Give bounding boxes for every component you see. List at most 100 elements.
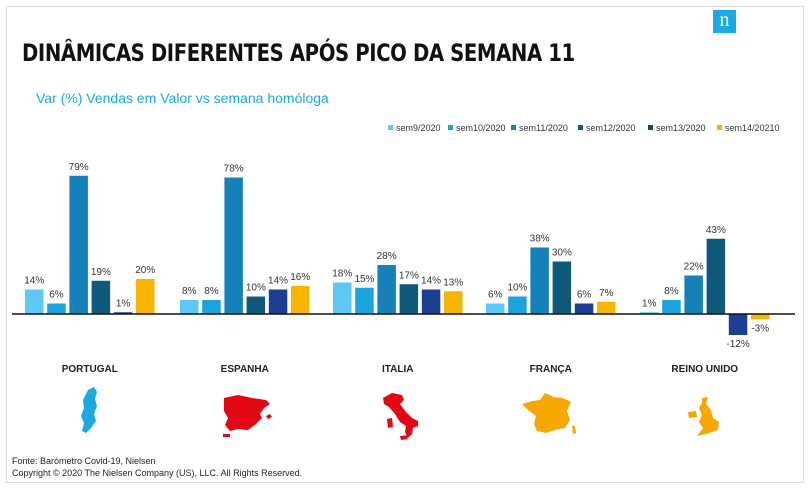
- bar-espanha-sem9/2020: [180, 300, 199, 314]
- data-label: 6%: [488, 290, 503, 301]
- canary-islands-shape: [223, 434, 230, 437]
- bar-espanha-sem14/20210: [291, 286, 310, 314]
- data-label: 15%: [354, 274, 374, 285]
- data-label: 1%: [642, 298, 657, 309]
- bar-espanha-sem10/2020: [202, 300, 221, 314]
- bar-italia-sem13/2020: [421, 289, 441, 314]
- bar-frança-sem11/2020: [530, 247, 549, 314]
- data-label: 1%: [116, 298, 131, 309]
- map-spain: [223, 395, 272, 437]
- map-portugal: [81, 387, 97, 433]
- bar-portugal-sem10/2020: [47, 303, 66, 314]
- chart-legend: sem9/2020 sem10/2020 sem11/2020 sem12/2020 s…: [388, 123, 780, 133]
- data-label: 6%: [49, 290, 64, 301]
- data-label: 8%: [204, 286, 219, 297]
- data-label: 78%: [224, 164, 244, 175]
- data-label: 10%: [507, 283, 527, 294]
- category-label: REINO UNIDO: [671, 364, 738, 375]
- bar-reino-unido-sem9/2020: [640, 312, 659, 314]
- bar-frança-sem14/20210: [597, 301, 616, 314]
- map-united-kingdom: [688, 397, 719, 436]
- bar-espanha-sem11/2020: [224, 177, 243, 314]
- data-label: 28%: [377, 251, 397, 262]
- map-france: [522, 393, 576, 434]
- data-label: 79%: [69, 162, 89, 173]
- legend-label: sem10/2020: [456, 123, 506, 133]
- data-label: 18%: [332, 269, 352, 280]
- legend-label: sem13/2020: [656, 123, 706, 133]
- data-label: 38%: [530, 234, 550, 245]
- bar-portugal-sem11/2020: [69, 175, 88, 314]
- frame-right-border: [803, 6, 804, 483]
- data-label: 16%: [290, 272, 310, 283]
- frame-bottom-border: [6, 482, 804, 483]
- copyright-note: Copyright © 2020 The Nielsen Company (US…: [12, 468, 303, 478]
- italy-map-shape: [383, 393, 418, 438]
- bar-frança-sem9/2020: [486, 303, 505, 314]
- bar-frança-sem12/2020: [552, 261, 572, 314]
- data-label: 10%: [246, 283, 266, 294]
- footer: Fonte: Barómetro Covid-19, Nielsen Copyr…: [12, 455, 302, 479]
- bar-frança-sem13/2020: [574, 303, 594, 314]
- data-label: 8%: [182, 286, 197, 297]
- map-italy: [383, 393, 418, 440]
- northern-ireland-shape: [688, 411, 697, 418]
- bar-reino-unido-sem12/2020: [706, 238, 726, 314]
- bar-reino-unido-sem11/2020: [684, 275, 703, 314]
- bar-italia-sem9/2020: [333, 282, 352, 314]
- page-title: DINÂMICAS DIFERENTES APÓS PICO DA SEMANA…: [22, 39, 575, 67]
- bar-italia-sem12/2020: [399, 284, 419, 314]
- bar-portugal-sem14/20210: [136, 279, 155, 314]
- category-label: ESPANHA: [221, 364, 269, 375]
- legend-swatch: [388, 125, 393, 130]
- france-map-shape: [522, 393, 571, 433]
- data-label: 19%: [91, 267, 111, 278]
- bar-frança-sem10/2020: [508, 296, 527, 314]
- data-label: -3%: [751, 323, 769, 334]
- data-label: 14%: [268, 276, 288, 287]
- bar-espanha-sem13/2020: [268, 289, 288, 314]
- legend-swatch: [717, 125, 722, 130]
- data-label: 30%: [552, 248, 572, 259]
- bar-italia-sem14/20210: [444, 291, 463, 314]
- corsica-shape: [572, 426, 576, 434]
- bar-portugal-sem13/2020: [113, 312, 133, 314]
- data-label: 13%: [443, 277, 463, 288]
- legend-label: sem14/20210: [725, 123, 780, 133]
- source-note: Fonte: Barómetro Covid-19, Nielsen: [12, 456, 156, 466]
- data-label: 7%: [599, 288, 614, 299]
- bar-portugal-sem12/2020: [91, 280, 111, 314]
- bar-reino-unido-sem10/2020: [662, 300, 681, 314]
- nielsen-logo: n: [713, 10, 736, 33]
- data-label: 17%: [399, 270, 419, 281]
- sardinia-shape: [387, 418, 393, 428]
- legend-label: sem9/2020: [396, 123, 441, 133]
- data-label: 6%: [577, 290, 592, 301]
- chart-subtitle: Var (%) Vendas em Valor vs semana homólo…: [36, 90, 329, 106]
- data-label: 20%: [135, 265, 155, 276]
- data-label: 14%: [421, 276, 441, 287]
- category-label: PORTUGAL: [62, 364, 118, 375]
- bar-groups: 14%6%79%19%1%20%8% 8%78%10%14% 16% 18% 15%28…: [24, 162, 770, 350]
- category-labels: PORTUGAL ESPANHA ITALIA FRANÇA REINO UNIDO: [62, 364, 739, 375]
- category-label: FRANÇA: [530, 364, 572, 375]
- data-label: 8%: [664, 286, 679, 297]
- bar-reino-unido-sem14/20210: [751, 314, 770, 320]
- bar-italia-sem11/2020: [377, 265, 396, 314]
- category-label: ITALIA: [382, 364, 413, 375]
- bar-reino-unido-sem13/2020: [728, 314, 748, 335]
- frame-left-border: [6, 6, 7, 483]
- bar-italia-sem10/2020: [355, 287, 374, 314]
- legend-swatch: [511, 125, 516, 130]
- legend-swatch: [648, 125, 653, 130]
- legend-label: sem12/2020: [586, 123, 636, 133]
- data-label: 14%: [24, 276, 44, 287]
- bar-portugal-sem9/2020: [25, 289, 44, 314]
- portugal-map-shape: [81, 387, 97, 433]
- frame-top-border: [6, 6, 804, 7]
- bar-espanha-sem12/2020: [246, 296, 266, 314]
- legend-swatch: [578, 125, 583, 130]
- data-label: 22%: [684, 262, 704, 273]
- legend-swatch: [448, 125, 453, 130]
